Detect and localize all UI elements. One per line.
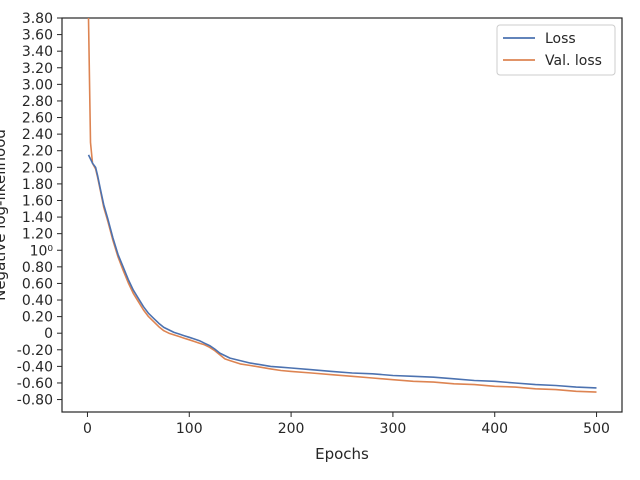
- y-tick-label: 0.60: [22, 276, 53, 292]
- y-tick-label: 3.20: [22, 61, 53, 77]
- y-tick-label: 3.00: [22, 77, 53, 93]
- y-tick-label: 10⁰: [30, 243, 54, 259]
- y-tick-label: 1.40: [22, 210, 53, 226]
- y-tick-label: 0.80: [22, 260, 53, 276]
- y-tick-label: 1.80: [22, 177, 53, 193]
- x-tick-label: 200: [278, 421, 305, 437]
- y-tick-label: -0.80: [17, 393, 53, 409]
- x-tick-label: 500: [583, 421, 610, 437]
- y-tick-label: 2.40: [22, 127, 53, 143]
- legend-label-val-loss: Val. loss: [545, 53, 602, 69]
- y-tick-label: 3.60: [22, 28, 53, 44]
- y-tick-label: 3.40: [22, 44, 53, 60]
- y-axis: -0.80-0.60-0.40-0.2000.200.400.600.8010⁰…: [17, 11, 62, 409]
- x-axis: 0 100 200 300 400 500: [83, 412, 610, 437]
- y-tick-label: 0.40: [22, 293, 53, 309]
- y-tick-label: 2.20: [22, 144, 53, 160]
- x-tick-label: 0: [83, 421, 92, 437]
- y-tick-label: 1.20: [22, 227, 53, 243]
- x-tick-label: 300: [380, 421, 407, 437]
- y-tick-label: 2.60: [22, 111, 53, 127]
- y-tick-label: 2.00: [22, 160, 53, 176]
- y-tick-label: 0.20: [22, 310, 53, 326]
- x-tick-label: 400: [481, 421, 508, 437]
- y-tick-label: 3.80: [22, 11, 53, 27]
- y-axis-label: Negative log-likelihood: [0, 129, 9, 301]
- legend-label-loss: Loss: [545, 31, 576, 47]
- plot-area: [61, 17, 623, 413]
- y-tick-label: -0.20: [17, 343, 53, 359]
- y-tick-label: -0.60: [17, 376, 53, 392]
- x-tick-label: 100: [176, 421, 203, 437]
- y-tick-label: -0.40: [17, 359, 53, 375]
- y-tick-label: 2.80: [22, 94, 53, 110]
- legend: Loss Val. loss: [496, 24, 616, 76]
- y-tick-label: 0: [44, 326, 53, 342]
- x-axis-label: Epochs: [315, 445, 369, 463]
- series-layer: [87, 17, 597, 393]
- y-tick-label: 1.60: [22, 193, 53, 209]
- series-line-loss: [87, 154, 597, 389]
